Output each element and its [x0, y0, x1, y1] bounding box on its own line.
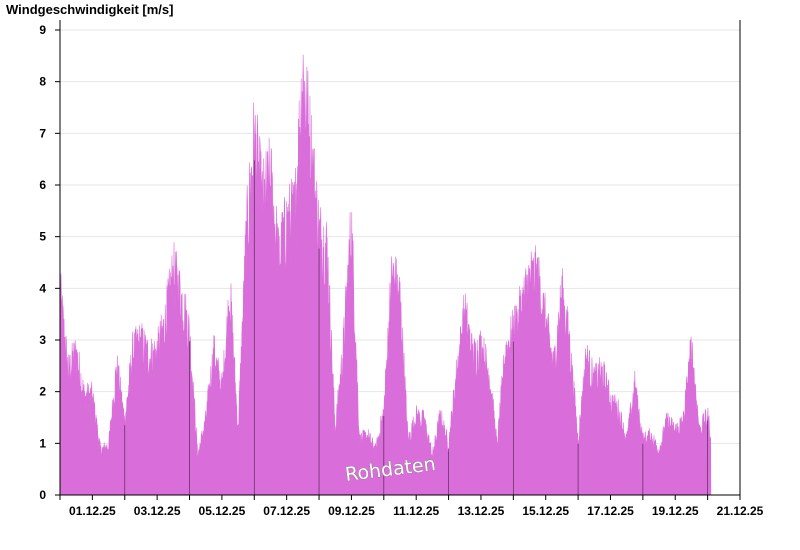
x-tick-label: 15.12.25: [522, 504, 569, 518]
y-axis-ticks: 0 1 2 3 4 5 6 7 8 9: [39, 23, 60, 502]
y-tick-label: 8: [39, 75, 46, 89]
chart-title: Windgeschwindigkeit [m/s]: [6, 2, 174, 17]
axes: [59, 20, 741, 496]
x-tick-label: 11.12.25: [393, 504, 439, 518]
wind-speed-area: [59, 54, 712, 496]
y-tick-label: 9: [39, 23, 46, 37]
x-tick-label: 09.12.25: [328, 504, 375, 518]
y-tick-label: 7: [39, 126, 46, 140]
x-tick-label: 05.12.25: [199, 504, 246, 518]
x-tick-label: 01.12.25: [69, 504, 116, 518]
x-tick-label: 19.12.25: [652, 504, 699, 518]
x-tick-label: 13.12.25: [458, 504, 505, 518]
y-tick-label: 1: [39, 436, 46, 450]
data-area: [59, 54, 712, 496]
day-separator-lines: [124, 160, 708, 495]
x-tick-label: 07.12.25: [263, 504, 310, 518]
y-tick-label: 2: [39, 385, 46, 399]
y-tick-label: 4: [39, 281, 46, 295]
y-tick-label: 3: [39, 333, 46, 347]
x-axis-ticks: 01.12.25 03.12.25 05.12.25 07.12.25 09.12.25…: [59, 495, 764, 518]
y-tick-label: 0: [39, 488, 46, 502]
x-tick-label: 17.12.25: [587, 504, 634, 518]
y-tick-label: 5: [39, 230, 46, 244]
x-tick-label: 21.12.25: [717, 504, 764, 518]
x-tick-label: 03.12.25: [134, 504, 181, 518]
y-tick-label: 6: [39, 178, 46, 192]
